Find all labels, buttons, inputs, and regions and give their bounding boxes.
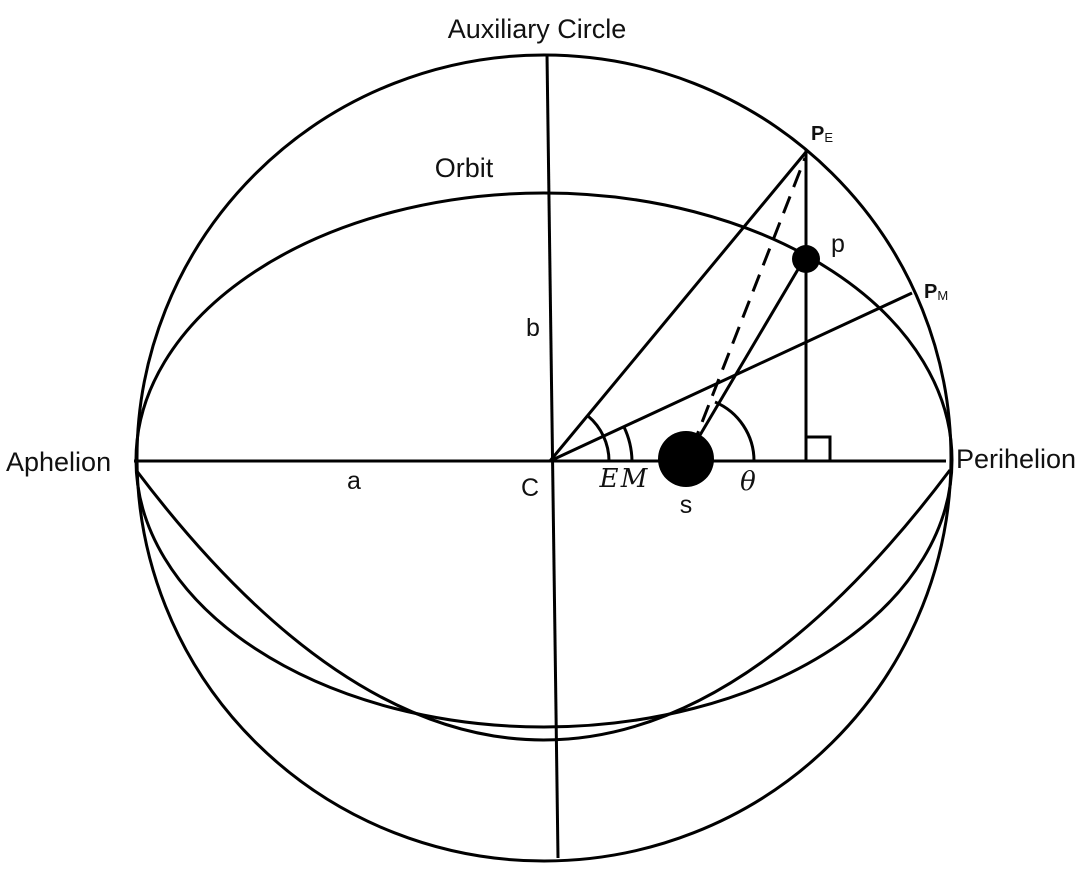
dashed-sun-to-pe: [690, 157, 807, 449]
label-aphelion: Aphelion: [6, 447, 111, 477]
angle-arc-e: [587, 414, 611, 462]
lower-outline-arc: [134, 469, 952, 742]
planet-body: [792, 245, 820, 273]
label-pe-main: P: [811, 123, 824, 145]
label-mean-anomaly: M: [620, 464, 649, 494]
line-sun-to-planet: [688, 265, 802, 453]
line-center-to-pm: [549, 291, 913, 463]
label-pm-main: P: [924, 281, 937, 303]
sun-body: [658, 431, 714, 487]
label-point-mean: PM: [924, 281, 948, 303]
line-center-to-pe: [548, 151, 808, 462]
label-sun: s: [680, 491, 693, 519]
angle-arc-m: [622, 426, 634, 462]
label-point-eccentric: PE: [811, 123, 833, 145]
label-semi-minor-b: b: [526, 314, 540, 342]
label-semi-major-a: a: [347, 467, 361, 495]
label-center-c: C: [521, 474, 539, 502]
right-angle-marker: [806, 435, 832, 461]
label-eccentric-anomaly: E: [599, 464, 619, 494]
label-pe-sub: E: [824, 130, 833, 145]
label-perihelion: Perihelion: [956, 444, 1076, 474]
label-planet: p: [831, 230, 845, 258]
label-pm-sub: M: [937, 288, 948, 303]
label-true-anomaly: θ: [740, 467, 756, 497]
angle-arc-theta: [714, 400, 756, 462]
label-auxiliary-circle: Auxiliary Circle: [448, 14, 627, 44]
label-orbit: Orbit: [435, 153, 494, 183]
